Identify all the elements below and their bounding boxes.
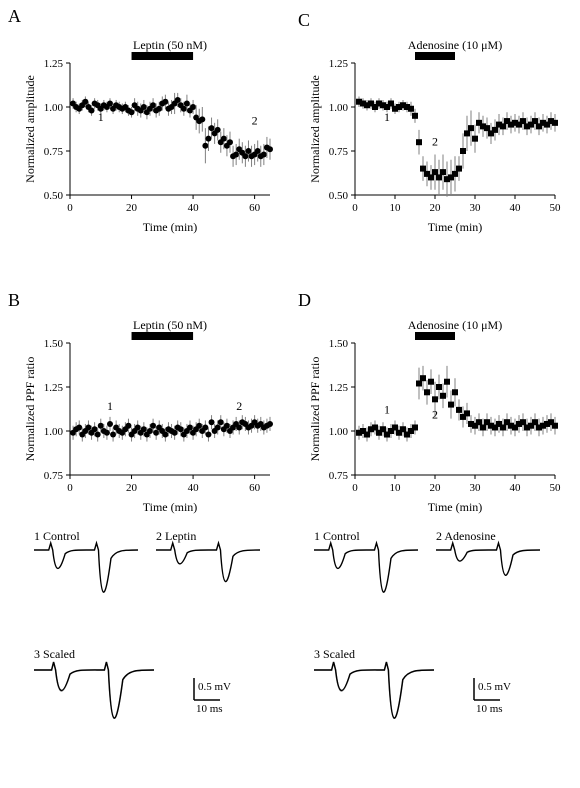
svg-text:1: 1: [384, 402, 390, 416]
svg-text:Normalized amplitude: Normalized amplitude: [23, 75, 37, 183]
svg-text:Adenosine (10 μM): Adenosine (10 μM): [408, 38, 502, 52]
svg-text:3 Scaled: 3 Scaled: [314, 647, 355, 661]
chart-d: 0.75 1.00 1.25 1.50 0 10 20 30 40 50 Time (min) Nor…: [305, 315, 565, 515]
svg-text:1.00: 1.00: [44, 426, 64, 438]
svg-text:10: 10: [390, 202, 402, 214]
chart-c: 0.50 0.75 1.00 1.25 0 10 20 30 40 50 Time (min) Nor…: [305, 35, 565, 235]
svg-text:60: 60: [249, 482, 261, 494]
svg-text:2: 2: [432, 135, 438, 149]
svg-text:1.25: 1.25: [329, 58, 349, 70]
svg-text:0.5 mV: 0.5 mV: [478, 681, 511, 693]
svg-text:0.75: 0.75: [44, 146, 64, 158]
svg-text:2: 2: [432, 408, 438, 422]
panel-label-a: A: [8, 6, 21, 27]
svg-text:1.00: 1.00: [44, 102, 64, 114]
svg-text:Normalized amplitude: Normalized amplitude: [308, 75, 322, 183]
svg-text:0.75: 0.75: [329, 470, 349, 482]
traces-left: 1 Control 2 Leptin 3 Scaled 0.5 mV 10 ms: [28, 528, 288, 778]
svg-text:60: 60: [249, 202, 261, 214]
panel-label-c: C: [298, 10, 310, 31]
svg-text:Leptin (50 nM): Leptin (50 nM): [133, 318, 207, 332]
svg-text:1: 1: [384, 110, 390, 124]
svg-text:20: 20: [126, 482, 137, 494]
svg-text:30: 30: [470, 202, 482, 214]
svg-text:1: 1: [98, 110, 104, 124]
svg-text:1.25: 1.25: [329, 382, 349, 394]
traces-right: 1 Control 2 Adenosine 3 Scaled 0.5 mV 10 ms: [308, 528, 568, 778]
svg-text:20: 20: [126, 202, 137, 214]
svg-text:Time (min): Time (min): [143, 500, 198, 514]
svg-text:1.00: 1.00: [329, 426, 349, 438]
svg-text:30: 30: [470, 482, 482, 494]
svg-text:0: 0: [352, 482, 358, 494]
svg-text:0.75: 0.75: [329, 146, 349, 158]
panel-label-b: B: [8, 290, 20, 311]
svg-text:1.50: 1.50: [44, 338, 64, 350]
svg-text:40: 40: [188, 482, 200, 494]
svg-text:1 Control: 1 Control: [34, 529, 80, 543]
svg-text:2: 2: [252, 114, 258, 128]
svg-text:1.00: 1.00: [329, 102, 349, 114]
svg-text:10: 10: [390, 482, 402, 494]
svg-text:0.50: 0.50: [329, 190, 349, 202]
svg-text:1: 1: [107, 399, 113, 413]
svg-text:Adenosine (10 μM): Adenosine (10 μM): [408, 318, 502, 332]
svg-text:Time (min): Time (min): [143, 220, 198, 234]
svg-text:40: 40: [510, 202, 522, 214]
svg-text:1.25: 1.25: [44, 382, 64, 394]
svg-text:0.50: 0.50: [44, 190, 64, 202]
svg-text:50: 50: [550, 202, 562, 214]
svg-text:0.5 mV: 0.5 mV: [198, 681, 231, 693]
svg-text:10 ms: 10 ms: [196, 703, 223, 715]
svg-text:3 Scaled: 3 Scaled: [34, 647, 75, 661]
svg-text:40: 40: [188, 202, 200, 214]
svg-text:1.25: 1.25: [44, 58, 64, 70]
svg-text:Leptin (50 nM): Leptin (50 nM): [133, 38, 207, 52]
svg-text:0: 0: [352, 202, 358, 214]
svg-text:10 ms: 10 ms: [476, 703, 503, 715]
svg-text:20: 20: [430, 202, 442, 214]
svg-text:2: 2: [236, 399, 242, 413]
svg-text:40: 40: [510, 482, 522, 494]
chart-b: 0.75 1.00 1.25 1.50 0 20 40 60 Time (min) Normali…: [20, 315, 280, 515]
svg-text:1.50: 1.50: [329, 338, 349, 350]
svg-text:0: 0: [67, 202, 73, 214]
svg-text:2 Adenosine: 2 Adenosine: [436, 529, 496, 543]
svg-text:1 Control: 1 Control: [314, 529, 360, 543]
chart-a: 0.50 0.75 1.00 1.25 0 20 40 60 Time (min) Normali…: [20, 35, 280, 235]
svg-text:20: 20: [430, 482, 442, 494]
svg-text:2 Leptin: 2 Leptin: [156, 529, 196, 543]
svg-text:Normalized PPF ratio: Normalized PPF ratio: [308, 357, 322, 462]
svg-text:0: 0: [67, 482, 73, 494]
svg-text:50: 50: [550, 482, 562, 494]
panel-label-d: D: [298, 290, 311, 311]
svg-text:0.75: 0.75: [44, 470, 64, 482]
svg-text:Time (min): Time (min): [428, 220, 483, 234]
svg-text:Time (min): Time (min): [428, 500, 483, 514]
svg-text:Normalized PPF ratio: Normalized PPF ratio: [23, 357, 37, 462]
